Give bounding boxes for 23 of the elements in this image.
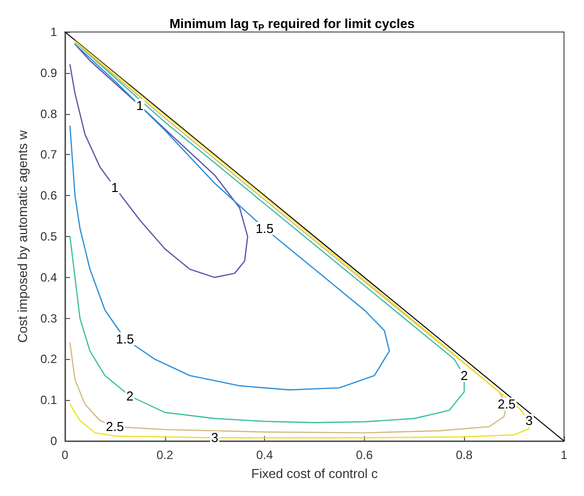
x-tick-label: 0.6 xyxy=(356,448,374,462)
y-tick-label: 0.8 xyxy=(40,106,58,121)
y-tick-label: 0.7 xyxy=(40,148,58,162)
y-tick-label: 0 xyxy=(50,434,58,448)
x-axis-title: Fixed cost of control c xyxy=(251,466,378,481)
y-tick-label: 0.3 xyxy=(40,311,58,326)
y-tick-label: 0.4 xyxy=(40,270,58,284)
line-series xyxy=(69,44,390,390)
y-tick-label: 0.9 xyxy=(40,66,58,80)
text: 3 xyxy=(525,413,533,428)
y-tick-label: 0.1 xyxy=(40,393,58,408)
y-tick-label: 0.2 xyxy=(40,352,58,366)
x-tick-label: 1 xyxy=(560,448,568,462)
y-tick-label: 0.6 xyxy=(40,188,58,203)
series-label: 1 xyxy=(111,180,119,195)
line-series xyxy=(69,44,248,278)
y-tick-label: 1 xyxy=(50,25,58,39)
x-tick-label: 0.8 xyxy=(456,448,473,462)
x-tick-label: 0.4 xyxy=(256,448,274,462)
y-tick-label: 0.5 xyxy=(40,230,58,244)
y-axis-title: Cost imposed by automatic agents w xyxy=(15,130,30,343)
x-tick-label: 0 xyxy=(62,448,69,462)
x-tick-label: 0.2 xyxy=(156,448,174,462)
